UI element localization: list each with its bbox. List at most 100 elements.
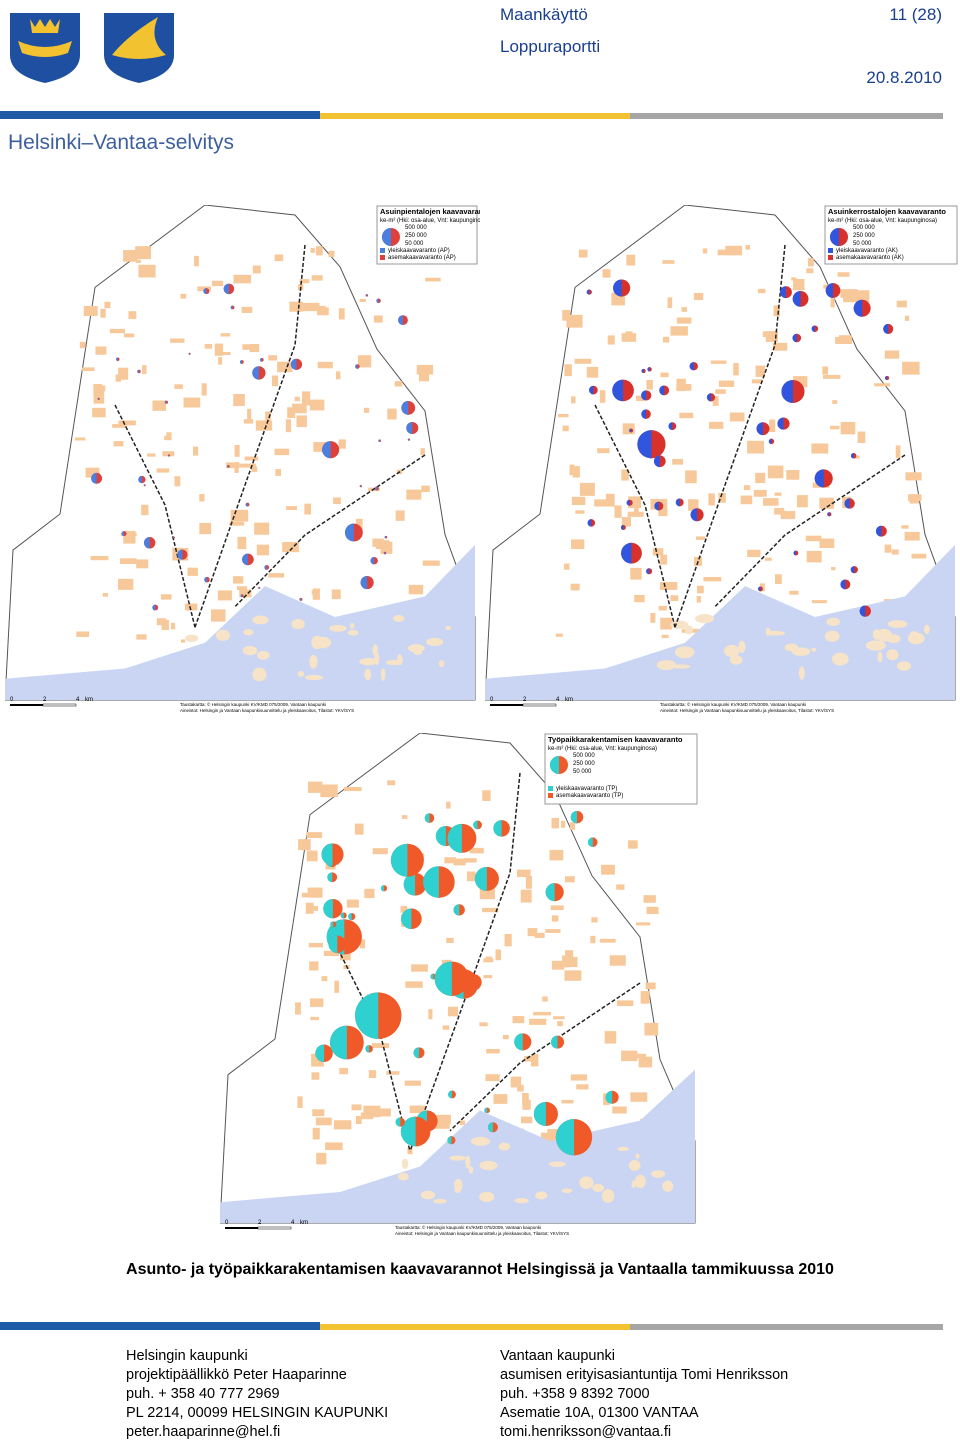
built-area: [747, 440, 764, 454]
symbol-part: [792, 333, 797, 343]
built-area: [463, 858, 477, 863]
island: [617, 1146, 629, 1152]
island: [601, 1189, 615, 1203]
built-area: [837, 272, 850, 277]
island: [438, 660, 445, 668]
built-area: [708, 493, 715, 506]
built-area: [400, 905, 408, 913]
built-area: [92, 407, 106, 418]
built-area: [819, 538, 835, 548]
island: [579, 1176, 594, 1189]
built-area: [599, 390, 606, 403]
built-area: [302, 302, 320, 312]
rail: [674, 244, 786, 628]
built-area: [211, 280, 224, 287]
contact-line: tomi.henriksson@vantaa.fi: [500, 1424, 672, 1440]
built-area: [305, 902, 314, 914]
built-area: [753, 489, 767, 497]
built-area: [733, 363, 739, 376]
built-area: [857, 431, 866, 443]
symbol-part: [370, 556, 375, 565]
symbol-part: [647, 367, 650, 372]
built-area: [774, 492, 782, 496]
symbol-part: [403, 872, 416, 896]
built-area: [483, 975, 493, 979]
built-area: [660, 554, 668, 565]
island: [811, 647, 817, 652]
built-area: [822, 366, 829, 375]
built-area: [309, 998, 324, 1007]
island: [420, 1190, 436, 1200]
date: 20.8.2010: [866, 68, 942, 87]
built-area: [693, 292, 704, 301]
symbol-part: [365, 294, 367, 297]
map: Asuinkerrostalojen kaavavaranto ke-m² (Hk…: [485, 205, 958, 713]
built-area: [315, 1117, 332, 1126]
island: [631, 1180, 637, 1188]
built-area: [574, 358, 592, 364]
built-area: [493, 1094, 508, 1104]
contact-line: puh. +358 9 8392 7000: [500, 1386, 650, 1402]
built-area: [76, 631, 90, 637]
built-area: [373, 315, 383, 323]
built-area: [621, 469, 629, 481]
built-area: [614, 505, 622, 518]
built-area: [316, 307, 329, 316]
built-area: [607, 335, 615, 345]
island: [465, 1155, 471, 1169]
built-area: [681, 307, 687, 312]
symbol-part: [365, 1045, 370, 1053]
built-area: [141, 504, 149, 516]
symbol-part: [167, 454, 169, 457]
built-area: [236, 586, 248, 591]
symbol-part: [240, 360, 242, 364]
built-area: [339, 951, 351, 961]
legend-symbol: [550, 756, 559, 774]
built-area: [230, 509, 249, 522]
symbol-part: [586, 289, 590, 295]
built-area: [420, 448, 425, 456]
island: [834, 653, 841, 661]
map-credit: Aineistot: Helsingin ja Vantaan kaupunki…: [660, 708, 834, 713]
symbol-part: [435, 826, 446, 847]
built-area: [214, 343, 224, 356]
built-area: [142, 365, 147, 375]
symbol-part: [675, 498, 680, 507]
island: [674, 646, 695, 659]
legend-item: asemakaavavaranto (AP): [388, 255, 456, 261]
built-area: [241, 306, 253, 313]
built-area: [247, 408, 252, 420]
symbol-part: [612, 379, 624, 402]
built-area: [346, 899, 359, 908]
caption: Asunto- ja työpaikkarakentamisen kaavava…: [126, 1261, 834, 1278]
legend-item: asemakaavavaranto (AK): [836, 255, 904, 261]
legend: Asuinkerrostalojen kaavavaranto ke-m² (Hk…: [824, 205, 958, 265]
symbol-part: [637, 430, 652, 459]
symbol-part: [390, 843, 408, 877]
symbol-part: [448, 1090, 453, 1099]
built-area: [843, 294, 859, 303]
symbol-part: [242, 553, 248, 566]
report-type: Loppuraportti: [500, 37, 601, 56]
built-area: [545, 929, 561, 933]
built-area: [254, 522, 270, 535]
built-area: [252, 265, 261, 274]
built-area: [197, 286, 212, 292]
built-area: [688, 499, 699, 511]
built-area: [211, 609, 226, 622]
built-area: [549, 849, 564, 861]
built-area: [394, 381, 403, 387]
symbol-part: [447, 1136, 452, 1145]
built-area: [183, 397, 201, 408]
built-area: [504, 933, 512, 947]
built-area: [334, 980, 340, 993]
built-area: [884, 544, 892, 553]
built-area: [233, 393, 245, 407]
built-area: [819, 497, 835, 509]
built-area: [767, 465, 784, 479]
built-area: [891, 549, 899, 555]
symbol-part: [260, 358, 262, 362]
built-area: [569, 464, 575, 476]
built-area: [635, 395, 645, 402]
built-area: [292, 403, 307, 414]
